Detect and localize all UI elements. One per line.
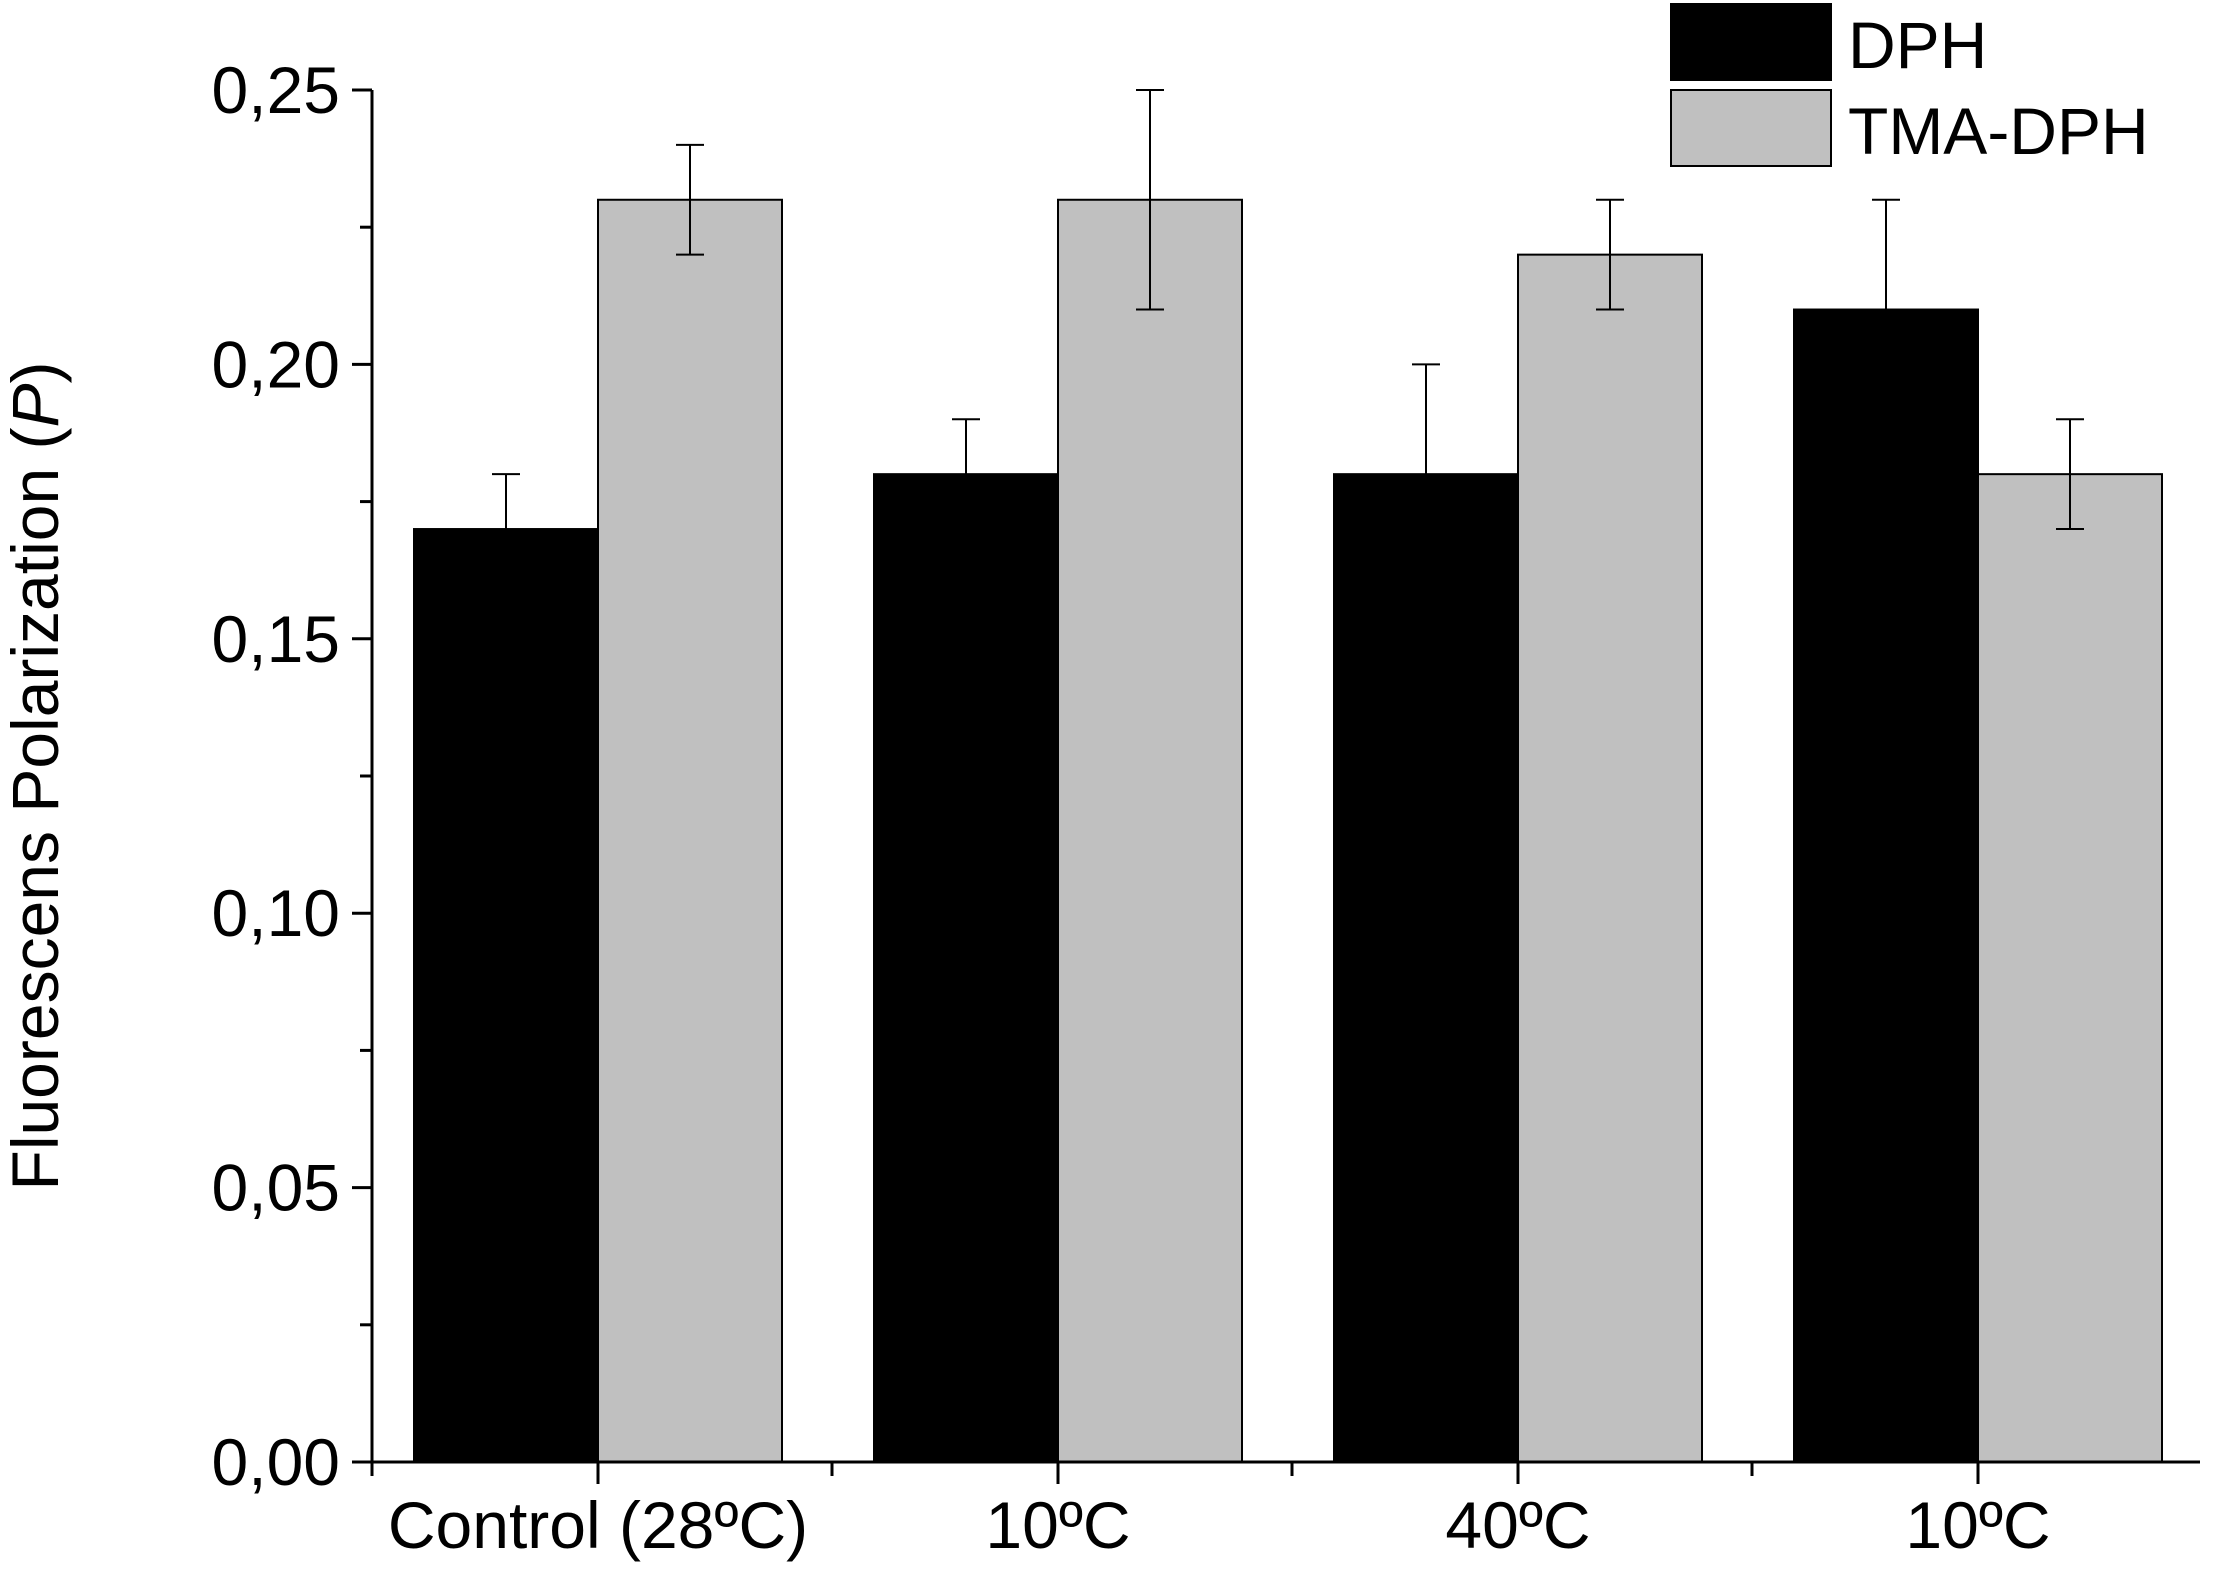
y-axis-title-symbol: P [0, 383, 72, 427]
bar-tma-dph-1 [597, 198, 783, 1463]
y-tick-label-4: 0,20 [212, 327, 340, 401]
bar-dph-4 [1793, 308, 1979, 1463]
bar-tma-dph-3 [1517, 253, 1703, 1463]
y-tick-label-0: 0,00 [212, 1425, 340, 1499]
bars-layer [413, 198, 2163, 1464]
y-ticks-layer: 0,00 0,05 0,10 0,15 0,20 0,25 [212, 53, 372, 1499]
error-bars-layer [492, 89, 2084, 585]
x-ticks-layer: Control (28ºC) 10ºC 40ºC 10ºC [370, 1462, 2051, 1562]
x-tick-label-3: 40ºC [1445, 1488, 1590, 1562]
x-tick-label-1: Control (28ºC) [388, 1488, 808, 1562]
legend-swatch-dph [1670, 3, 1832, 81]
y-tick-label-3: 0,15 [212, 602, 340, 676]
y-tick-label-1: 0,05 [212, 1151, 340, 1225]
y-axis-title: Fluorescens Polarization (P) [0, 361, 72, 1190]
y-axis-title-close: ) [0, 361, 72, 383]
bar-tma-dph-4 [1977, 473, 2163, 1464]
bar-dph-1 [413, 528, 599, 1463]
legend-label-tma-dph: TMA-DPH [1848, 94, 2149, 168]
legend-label-dph: DPH [1848, 8, 1987, 82]
x-tick-label-4: 10ºC [1905, 1488, 2050, 1562]
y-axis-title-text: Fluorescens Polarization ( [0, 427, 72, 1190]
bar-dph-2 [873, 473, 1059, 1464]
legend: DPH TMA-DPH [1670, 3, 2149, 168]
bar-tma-dph-2 [1057, 198, 1243, 1463]
legend-swatch-tma-dph [1670, 89, 1832, 167]
bar-dph-3 [1333, 473, 1519, 1464]
x-tick-label-2: 10ºC [985, 1488, 1130, 1562]
y-tick-label-2: 0,10 [212, 876, 340, 950]
y-tick-label-5: 0,25 [212, 53, 340, 127]
